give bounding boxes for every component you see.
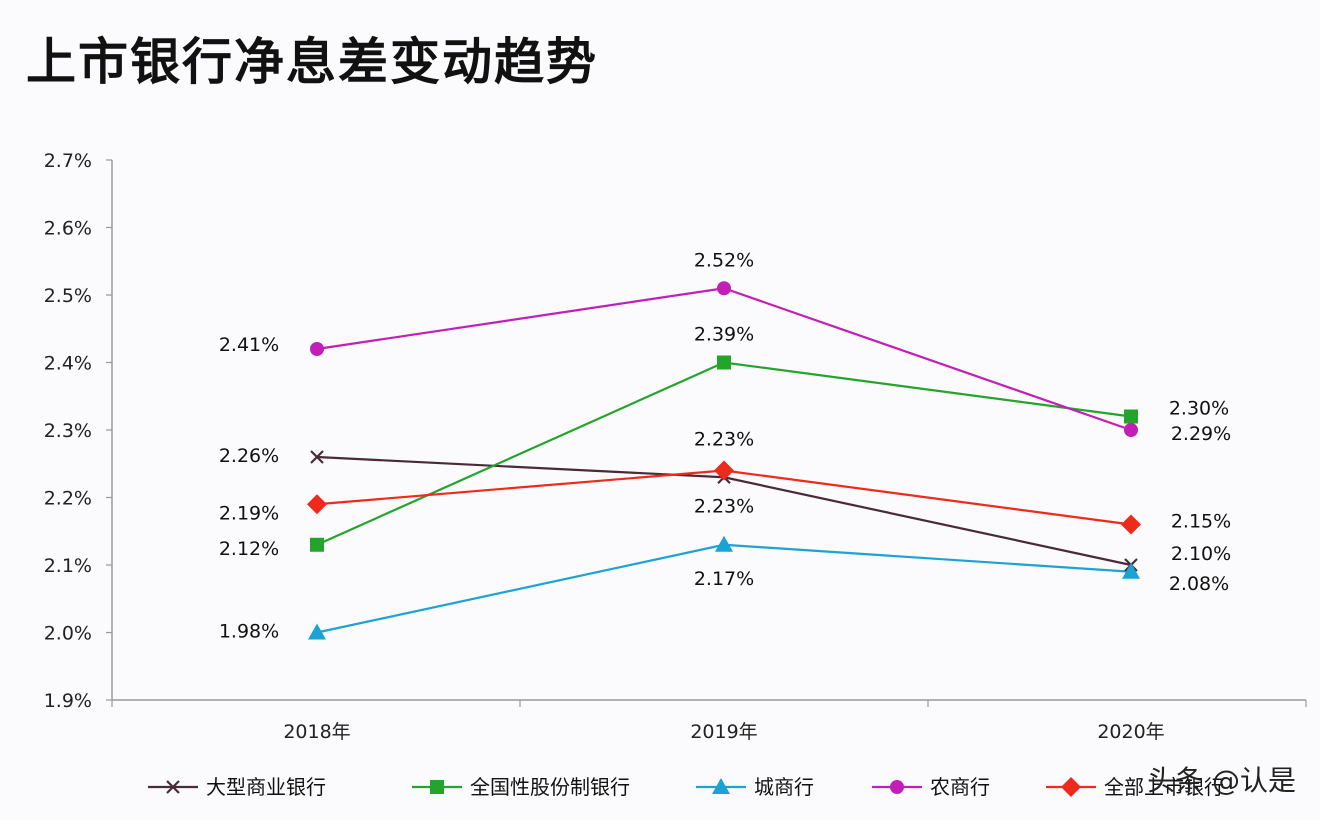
series-1-point [1124, 409, 1138, 424]
series-4-point [714, 460, 734, 481]
legend-item-0-label: 大型商业银行 [206, 775, 326, 799]
series-3-point [717, 281, 731, 296]
series-3-point [310, 342, 324, 356]
chart-markers [307, 281, 1141, 640]
y-tick-label: 2.6% [44, 218, 92, 240]
x-tick-label: 2020年 [1097, 721, 1164, 743]
legend-item-4-label: 全部上市银行 [1104, 775, 1224, 799]
series-3-data-label: 2.29% [1171, 423, 1231, 445]
series-2-point [308, 623, 326, 640]
series-3-point [1124, 423, 1138, 437]
chart-title: 上市银行净息差变动趋势 [26, 33, 598, 91]
watermark-text: 头条 @认是 [1147, 764, 1296, 797]
y-tick-label: 2.7% [44, 150, 92, 172]
chart-axes: 1.9% 2.0% 2.1% 2.2% 2.3% 2.4% 2.5% 2.6% 2.7% 2018… [44, 150, 1307, 743]
legend-item-3-label: 农商行 [930, 775, 990, 799]
series-0-point [310, 450, 324, 464]
legend-item-4-marker [1061, 777, 1081, 797]
y-tick-label: 2.3% [44, 420, 92, 442]
series-0-data-label: 2.23% [694, 495, 754, 517]
series-2-data-label: 2.17% [694, 568, 754, 590]
legend-item-1-marker [430, 780, 444, 794]
y-tick-label: 1.9% [44, 690, 92, 712]
legend-item-1-label: 全国性股份制银行 [470, 775, 630, 799]
legend-item-2-label: 城商行 [754, 775, 814, 799]
y-tick-label: 2.2% [44, 488, 92, 510]
y-tick-label: 2.5% [44, 285, 92, 307]
series-4-data-label: 2.15% [1171, 511, 1231, 533]
series-4-data-label: 2.23% [694, 429, 754, 451]
y-tick-label: 2.0% [44, 623, 92, 645]
series-1-data-label: 2.30% [1169, 398, 1229, 420]
chart-data-labels: 2.26% 2.23% 2.10% 2.12% 2.39% 2.30% 1.98% 2.17%… [219, 249, 1231, 642]
x-tick-label: 2018年 [283, 721, 350, 743]
series-1-point [717, 355, 731, 370]
series-4-point [307, 494, 327, 515]
series-1-line [316, 361, 1132, 546]
chart-legend: 大型商业银行 全国性股份制银行 城商行 农商行 全部上市银行 [148, 775, 1224, 799]
x-tick-label: 2019年 [690, 721, 757, 743]
series-4-data-label: 2.19% [219, 502, 279, 524]
series-1-data-label: 2.39% [694, 324, 754, 346]
y-tick-label: 2.4% [44, 353, 92, 375]
series-4-point [1121, 514, 1141, 535]
series-0-data-label: 2.10% [1171, 543, 1231, 565]
series-2-data-label: 2.08% [1169, 573, 1229, 595]
legend-item-0-marker [166, 780, 180, 794]
series-2-data-label: 1.98% [219, 621, 279, 643]
y-tick-label: 2.1% [44, 555, 92, 577]
series-2-point [715, 535, 733, 552]
series-1-data-label: 2.12% [219, 538, 279, 560]
series-3-data-label: 2.52% [694, 249, 754, 271]
legend-item-2-marker [712, 778, 730, 794]
series-0-data-label: 2.26% [219, 445, 279, 467]
series-2-point [1122, 562, 1140, 579]
legend-item-3-marker [890, 780, 904, 794]
series-3-data-label: 2.41% [219, 334, 279, 356]
series-1-point [310, 537, 324, 552]
